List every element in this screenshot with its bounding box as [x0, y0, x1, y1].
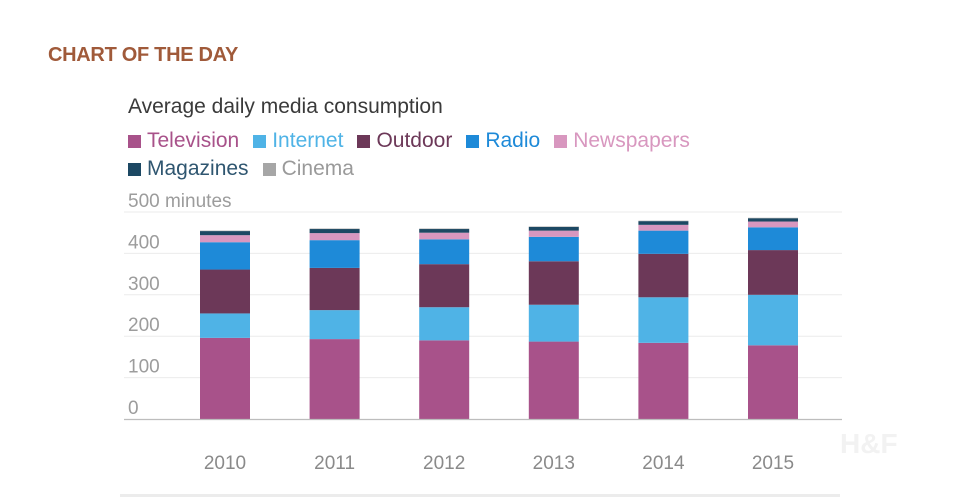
- bar-segment-cinema: [638, 220, 689, 222]
- bar-segment-cinema: [748, 217, 798, 219]
- bar-segment-television: [419, 340, 470, 419]
- bar-segment-newspapers: [528, 230, 579, 237]
- legend-label: Internet: [272, 129, 344, 152]
- bar-segment-internet: [528, 304, 579, 342]
- x-tick-label: 2011: [314, 453, 355, 474]
- bar-segment-radio: [638, 230, 689, 254]
- bar-segment-outdoor: [528, 261, 579, 305]
- x-tick-label: 2013: [533, 453, 575, 474]
- chart-legend: Television Internet Outdoor Radio Newspapers…: [128, 130, 768, 180]
- y-tick-label: 0: [128, 398, 139, 419]
- legend-item-radio: Radio: [466, 130, 540, 152]
- bar-segment-outdoor: [200, 269, 250, 314]
- bar-segment-television: [309, 339, 360, 419]
- legend-item-newspapers: Newspapers: [554, 130, 690, 152]
- legend-swatch: [128, 162, 141, 176]
- y-tick-label: 500 minutes: [128, 191, 232, 212]
- bar-segment-cinema: [528, 226, 579, 227]
- bar-segment-magazines: [528, 226, 579, 231]
- bar-segment-internet: [748, 294, 798, 346]
- legend-swatch: [357, 134, 371, 148]
- bar-segment-radio: [528, 236, 579, 262]
- section-label: CHART OF THE DAY: [48, 44, 239, 66]
- bar-segment-internet: [200, 313, 250, 338]
- legend-item-internet: Internet: [253, 130, 343, 152]
- bar-segment-cinema: [200, 230, 250, 232]
- chart-title: Average daily media consumption: [128, 95, 443, 118]
- bar-segment-outdoor: [748, 250, 798, 295]
- bar-segment-television: [638, 342, 689, 419]
- bar-segment-internet: [419, 307, 470, 341]
- bar-segment-cinema: [419, 228, 470, 230]
- bar-segment-newspapers: [200, 235, 250, 243]
- legend-item-cinema: Cinema: [262, 157, 354, 180]
- legend-swatch: [466, 134, 480, 148]
- legend-label: Radio: [485, 129, 541, 152]
- bar-segment-magazines: [638, 221, 689, 225]
- watermark-logo: H&F: [840, 428, 898, 459]
- legend-item-magazines: Magazines: [128, 158, 249, 180]
- bar-segment-magazines: [309, 228, 360, 234]
- bar-segment-radio: [200, 242, 250, 270]
- legend-label: Outdoor: [376, 129, 453, 152]
- bar-segment-newspapers: [419, 232, 470, 240]
- y-tick-label: 300: [128, 274, 160, 295]
- legend-label: Newspapers: [573, 129, 690, 152]
- bar-segment-outdoor: [419, 264, 470, 308]
- bar-segment-television: [200, 337, 250, 419]
- bar-segment-radio: [419, 239, 470, 265]
- x-tick-label: 2015: [752, 453, 794, 474]
- bar-segment-television: [528, 341, 579, 419]
- legend-label: Television: [147, 129, 240, 152]
- bar-segment-magazines: [748, 218, 798, 222]
- bar-segment-newspapers: [309, 233, 360, 241]
- bar-segment-magazines: [419, 228, 470, 233]
- bar-segment-newspapers: [748, 221, 798, 228]
- x-tick-label: 2014: [642, 453, 685, 474]
- bar-segment-radio: [309, 240, 360, 268]
- legend-swatch: [253, 134, 267, 148]
- legend-swatch: [128, 134, 141, 148]
- x-tick-label: 2010: [204, 453, 246, 474]
- y-tick-label: 100: [128, 357, 160, 378]
- bottom-divider: [120, 494, 840, 497]
- legend-item-outdoor: Outdoor: [357, 130, 452, 152]
- x-tick-label: 2012: [423, 453, 465, 474]
- y-tick-label: 200: [128, 315, 160, 336]
- bar-segment-outdoor: [309, 267, 360, 311]
- bar-segment-magazines: [200, 231, 250, 236]
- bar-segment-radio: [748, 227, 798, 251]
- legend-swatch: [554, 134, 568, 148]
- legend-item-television: Television: [128, 130, 239, 152]
- legend-label: Magazines: [147, 157, 249, 180]
- legend-swatch: [262, 162, 276, 176]
- bar-segment-internet: [638, 297, 689, 343]
- bar-segment-television: [748, 345, 798, 419]
- y-tick-label: 400: [128, 232, 160, 253]
- bar-segment-outdoor: [638, 253, 689, 298]
- bar-segment-cinema: [309, 228, 360, 230]
- bar-segment-internet: [309, 310, 360, 340]
- bar-segment-newspapers: [638, 224, 689, 231]
- legend-label: Cinema: [281, 157, 354, 180]
